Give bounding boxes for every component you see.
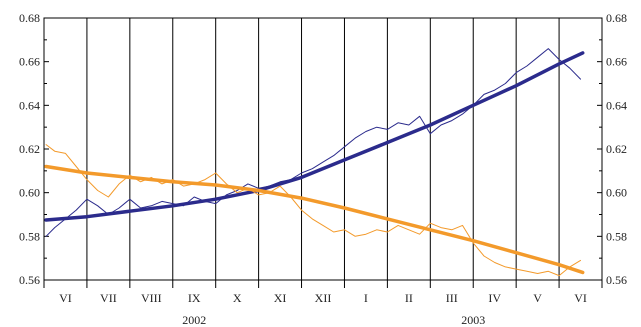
month-label: VI — [574, 291, 587, 305]
year-label: 2002 — [182, 313, 206, 327]
month-label: IX — [188, 291, 201, 305]
series-line — [45, 48, 581, 237]
trend-line — [44, 164, 585, 275]
month-label: I — [364, 291, 368, 305]
right-y-tick-label: 0.56 — [606, 273, 627, 287]
month-label: III — [446, 291, 458, 305]
right-y-axis: 0.56 0.58 0.60 0.62 0.64 0.66 0.68 — [597, 11, 627, 287]
left-y-tick-label: 0.58 — [19, 229, 40, 243]
month-label: VIII — [141, 291, 162, 305]
month-grid — [86, 18, 560, 280]
left-y-tick-label: 0.60 — [19, 186, 40, 200]
right-y-tick-label: 0.58 — [606, 229, 627, 243]
plot-frame — [43, 17, 603, 281]
month-label: V — [533, 291, 542, 305]
year-label: 2003 — [461, 313, 485, 327]
left-y-tick-label: 0.62 — [19, 142, 40, 156]
right-y-tick-label: 0.60 — [606, 186, 627, 200]
month-label: II — [405, 291, 413, 305]
left-y-tick-label: 0.68 — [19, 11, 40, 25]
trend-line — [44, 51, 585, 222]
month-label: XI — [274, 291, 287, 305]
month-label: VI — [59, 291, 72, 305]
month-label: VII — [100, 291, 117, 305]
right-y-tick-label: 0.68 — [606, 11, 627, 25]
month-label: XII — [315, 291, 332, 305]
left-y-axis: 0.56 0.58 0.60 0.62 0.64 0.66 0.68 — [19, 11, 49, 287]
right-y-tick-label: 0.66 — [606, 55, 627, 69]
left-y-tick-label: 0.56 — [19, 273, 40, 287]
left-y-tick-label: 0.66 — [19, 55, 40, 69]
month-label: IV — [488, 291, 501, 305]
series-layer — [44, 48, 585, 277]
right-y-tick-label: 0.64 — [606, 98, 627, 112]
month-label: X — [233, 291, 242, 305]
right-y-tick-label: 0.62 — [606, 142, 627, 156]
left-y-tick-label: 0.64 — [19, 98, 40, 112]
